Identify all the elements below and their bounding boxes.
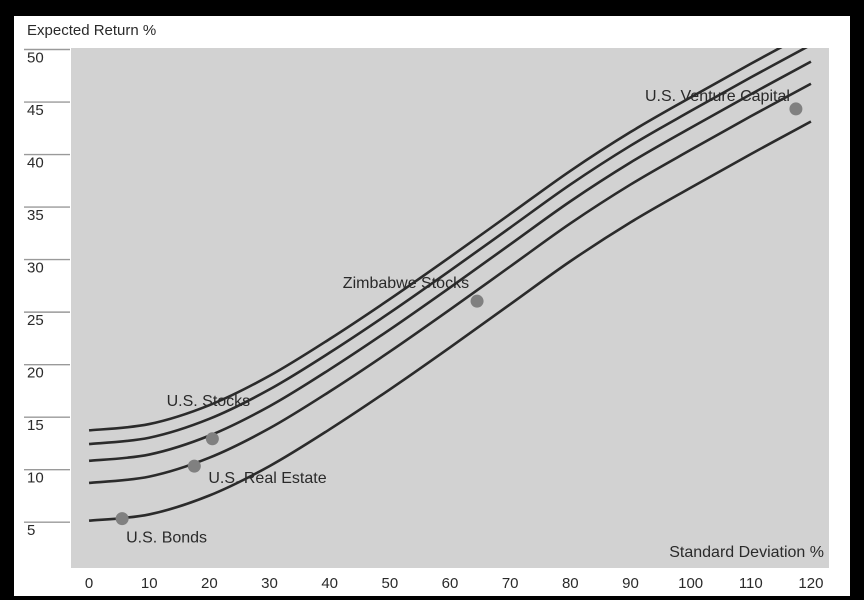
point-label: U.S. Stocks xyxy=(167,393,251,410)
point-label: U.S. Venture Capital xyxy=(645,88,790,105)
point-label: Zimbabwe Stocks xyxy=(343,275,469,292)
y-axis: 5 10 15 20 25 30 35 40 45 50 xyxy=(24,48,70,539)
x-tick-label: 60 xyxy=(442,575,459,592)
x-tick-label: 90 xyxy=(622,575,639,592)
x-tick-label: 30 xyxy=(261,575,278,592)
point-marker xyxy=(470,294,484,308)
x-axis-label: Standard Deviation % xyxy=(669,544,824,561)
x-tick-label: 70 xyxy=(502,575,519,592)
iso-curve-4 xyxy=(88,82,812,485)
asset-points: U.S. Bonds U.S. Real Estate U.S. Stocks Zim… xyxy=(115,88,803,547)
y-tick-label: 30 xyxy=(27,260,44,277)
x-tick-label: 20 xyxy=(201,575,218,592)
y-tick-label: 45 xyxy=(27,102,44,119)
x-tick-label: 100 xyxy=(678,575,703,592)
y-tick-label: 5 xyxy=(27,522,35,539)
x-axis: 0 10 20 30 40 50 60 70 80 90 100 110 120 xyxy=(85,575,824,592)
y-tick-label: 50 xyxy=(27,50,44,67)
point-marker xyxy=(187,459,201,473)
point-label: U.S. Bonds xyxy=(126,530,207,547)
x-tick-label: 80 xyxy=(562,575,579,592)
x-tick-label: 40 xyxy=(321,575,338,592)
x-tick-label: 110 xyxy=(739,575,763,592)
point-marker xyxy=(789,102,803,116)
y-tick-label: 25 xyxy=(27,312,44,329)
x-tick-label: 120 xyxy=(798,575,823,592)
point-marker xyxy=(115,512,129,526)
x-tick-label: 10 xyxy=(141,575,158,592)
iso-curve-2 xyxy=(88,48,808,446)
y-tick-label: 20 xyxy=(27,365,44,382)
x-tick-label: 50 xyxy=(381,575,398,592)
x-tick-label: 0 xyxy=(85,575,93,592)
y-axis-label: Expected Return % xyxy=(27,22,156,39)
y-tick-label: 15 xyxy=(27,417,44,434)
y-tick-label: 40 xyxy=(27,155,44,172)
point-label: U.S. Real Estate xyxy=(208,470,326,487)
iso-curve-5 xyxy=(88,120,812,523)
y-tick-label: 35 xyxy=(27,207,44,224)
y-tick-label: 10 xyxy=(27,470,44,487)
iso-curve-1 xyxy=(88,48,783,432)
point-marker xyxy=(205,432,219,446)
